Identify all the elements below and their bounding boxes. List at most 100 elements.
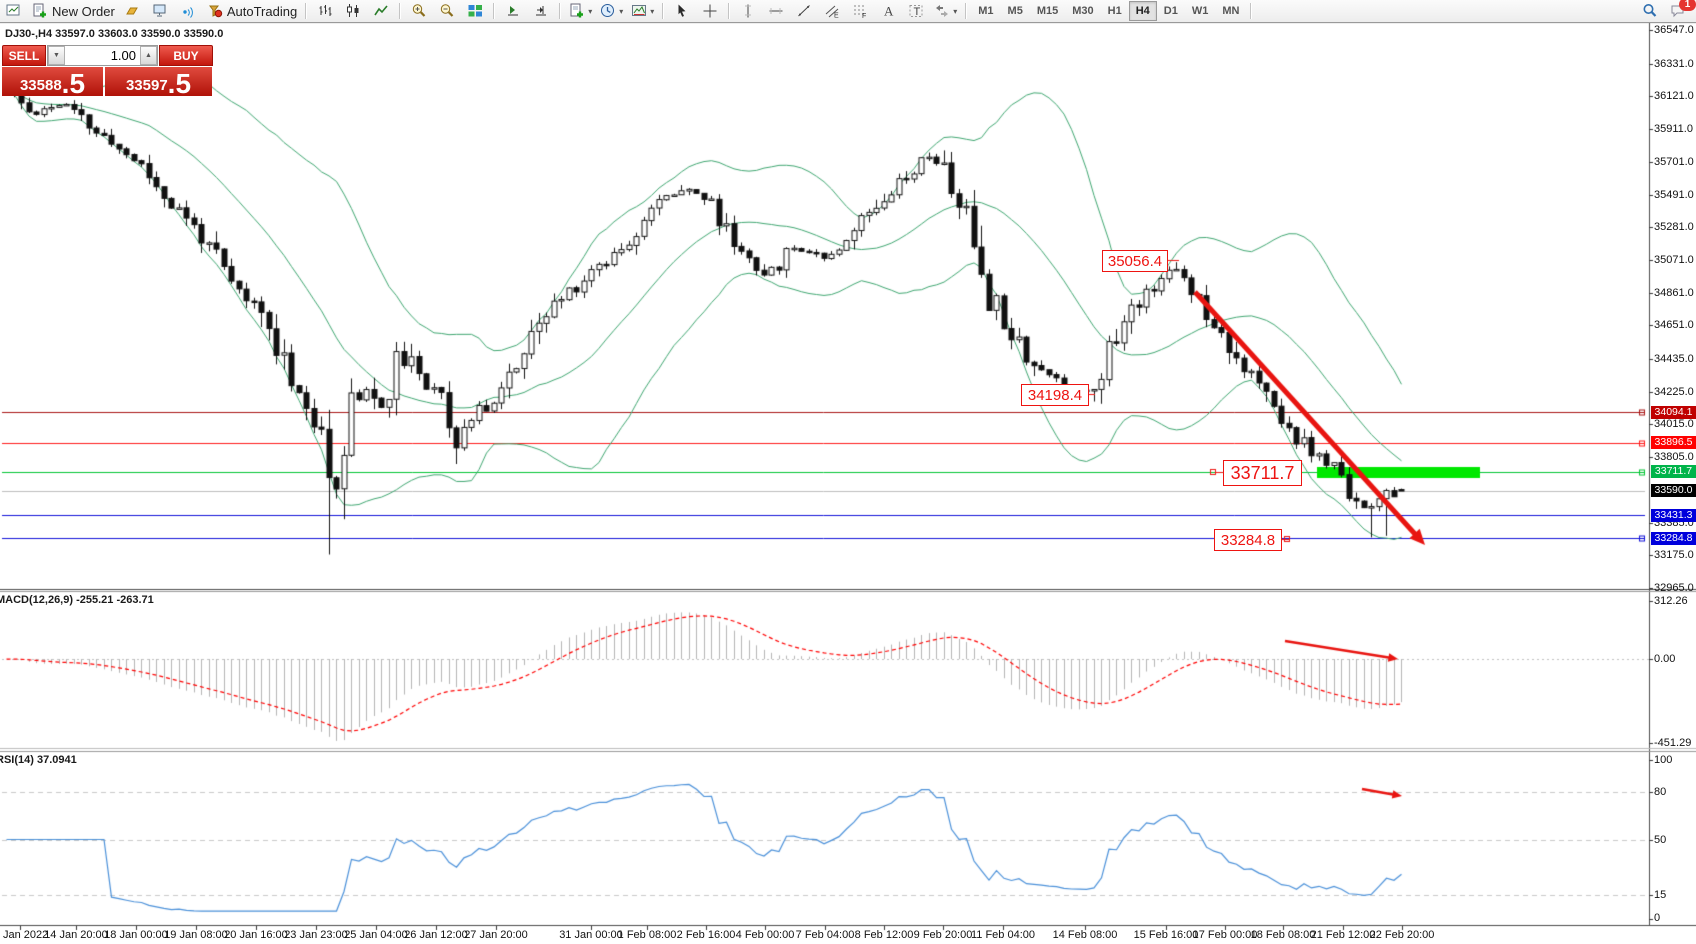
search-icon-button[interactable] <box>1637 1 1663 21</box>
volume-stepper: ▼ ▲ <box>47 45 158 66</box>
toolbar-separator <box>965 3 968 19</box>
time-axis-tick: 7 Feb 04:00 <box>795 929 855 941</box>
toolbar-separator <box>399 3 402 19</box>
time-axis-tick: 18 Feb 08:00 <box>1250 929 1316 941</box>
timeframe-h4-button[interactable]: H4 <box>1128 1 1157 21</box>
price-annotation-34198[interactable]: 34198.4 <box>1021 384 1089 406</box>
price-annotation-33711[interactable]: 33711.7 <box>1223 460 1302 486</box>
ask-price-fraction: .5 <box>167 68 192 97</box>
price-axis-tick: 36121.0 <box>1654 90 1694 103</box>
svg-text:E: E <box>834 13 839 20</box>
svg-text:T: T <box>913 6 920 18</box>
volume-decrease-button[interactable]: ▼ <box>48 46 65 65</box>
chat-icon-button[interactable]: 1 <box>1665 0 1696 21</box>
market-watch-icon-button[interactable] <box>120 1 146 21</box>
price-axis-tick: 35911.0 <box>1654 123 1693 136</box>
signals-icon-button[interactable] <box>176 1 202 21</box>
arrows-icon-button[interactable]: ▾ <box>931 1 960 21</box>
svg-text:F: F <box>862 13 866 19</box>
time-axis-tick: 17 Feb 00:00 <box>1192 929 1258 941</box>
timeframe-m30-button[interactable]: M30 <box>1072 5 1094 17</box>
time-axis-tick: 22 Feb 20:00 <box>1369 929 1435 941</box>
cursor-icon <box>674 3 691 19</box>
price-axis-tag: 33431.3 <box>1651 508 1696 522</box>
time-axis-tick: 31 Jan 00:00 <box>559 929 623 941</box>
timeframe-mn-button[interactable]: MN <box>1222 5 1240 17</box>
price-annotation-35056[interactable]: 35056.4 <box>1102 250 1168 272</box>
time-axis-tick: 14 Feb 08:00 <box>1052 929 1118 941</box>
time-axis-tick: 23 Jan 23:00 <box>284 929 348 941</box>
volume-increase-button[interactable]: ▲ <box>140 46 157 65</box>
main-toolbar: New Order AutoTrading ▾ ▾ ▾ E F A T ▾ M1 M5 M15 M30 H1… <box>0 0 1696 23</box>
toolbar-separator <box>1250 3 1253 19</box>
price-axis-tick: 34651.0 <box>1654 319 1694 332</box>
rsi-axis-tick: 80 <box>1654 785 1667 798</box>
horizontal-line-icon-button[interactable] <box>763 1 789 21</box>
timeframe-w1-button[interactable]: W1 <box>1191 5 1209 17</box>
templates-icon-button[interactable]: ▾ <box>566 1 595 21</box>
price-axis-tick: 33805.0 <box>1654 451 1694 464</box>
fibonacci-icon: F <box>852 3 869 19</box>
price-axis-tick: 35491.0 <box>1654 188 1694 201</box>
indicators-icon-button[interactable]: ▾ <box>628 1 657 21</box>
price-axis-tick: 33175.0 <box>1654 549 1694 562</box>
text-icon-button[interactable]: A <box>875 1 901 21</box>
crosshair-icon-button[interactable] <box>697 1 723 21</box>
bid-price-display[interactable]: 33588 .5 <box>2 67 103 96</box>
text-label-icon-button[interactable]: T <box>903 1 929 21</box>
time-axis-tick: 25 Jan 04:00 <box>344 929 408 941</box>
time-axis-tick: 9 Feb 20:00 <box>913 929 973 941</box>
periods-icon <box>600 3 617 19</box>
autotrading-icon <box>207 3 224 19</box>
zoom-out-icon-button[interactable] <box>434 1 460 21</box>
time-axis-tick: 11 Feb 04:00 <box>970 929 1036 941</box>
autotrading-button[interactable]: AutoTrading <box>204 1 300 21</box>
fibonacci-icon-button[interactable]: F <box>847 1 873 21</box>
trendline-icon-button[interactable] <box>791 1 817 21</box>
trendline-icon <box>796 3 813 19</box>
notification-badge[interactable]: 1 <box>1679 0 1696 11</box>
sell-button[interactable]: SELL <box>2 45 46 66</box>
candlestick-chart-icon-button[interactable] <box>340 1 366 21</box>
cursor-icon-button[interactable] <box>669 1 695 21</box>
market-watch-icon <box>124 3 141 19</box>
new-chart-icon-button[interactable] <box>1 1 27 21</box>
terminal-icon-button[interactable] <box>148 1 174 21</box>
timeframe-m15-button[interactable]: M15 <box>1036 5 1059 17</box>
vertical-line-icon-button[interactable] <box>735 1 761 21</box>
equidistant-channel-icon-button[interactable]: E <box>819 1 845 21</box>
auto-scroll-icon <box>505 3 522 19</box>
line-chart-icon-button[interactable] <box>368 1 394 21</box>
buy-button[interactable]: BUY <box>159 45 213 66</box>
chart-shift-icon-button[interactable] <box>528 1 554 21</box>
periods-icon-button[interactable]: ▾ <box>597 1 626 21</box>
horizontal-line-icon <box>768 3 785 19</box>
price-annotation-33284[interactable]: 33284.8 <box>1214 529 1282 551</box>
one-click-trading-panel: SELL ▼ ▲ BUY 33588 .5 33597 .5 <box>2 45 213 96</box>
bar-chart-icon-button[interactable] <box>312 1 338 21</box>
toolbar-right-icons: 1 <box>1636 0 1696 21</box>
timeframe-d1-button[interactable]: D1 <box>1163 5 1178 17</box>
chart-window: DJ30-,H4 33597.0 33603.0 33590.0 33590.0… <box>0 22 1696 944</box>
equidistant-channel-icon: E <box>824 3 841 19</box>
rsi-axis-tick: 50 <box>1654 833 1667 846</box>
timeframe-h1-button[interactable]: H1 <box>1107 5 1122 17</box>
rsi-axis-tick: 100 <box>1654 754 1673 766</box>
rsi-axis-tick: 15 <box>1654 889 1667 902</box>
timeframe-m1-button[interactable]: M1 <box>978 5 994 17</box>
price-axis-tag: 33711.7 <box>1651 465 1696 479</box>
volume-input[interactable] <box>65 46 140 65</box>
new-order-button[interactable]: New Order <box>29 1 118 21</box>
arrows-icon <box>934 3 951 19</box>
tile-windows-icon-button[interactable] <box>462 1 488 21</box>
price-chart-canvas[interactable] <box>0 22 1696 944</box>
symbol-ohlc-header: DJ30-,H4 33597.0 33603.0 33590.0 33590.0 <box>5 28 224 40</box>
price-axis-tick: 35701.0 <box>1654 155 1694 168</box>
ask-price-display[interactable]: 33597 .5 <box>105 67 212 96</box>
auto-scroll-icon-button[interactable] <box>500 1 526 21</box>
rsi-indicator-label: RSI(14) 37.0941 <box>0 754 77 766</box>
line-chart-icon <box>373 3 390 19</box>
timeframe-m5-button[interactable]: M5 <box>1007 5 1023 17</box>
time-axis-tick: 20 Jan 16:00 <box>224 929 288 941</box>
zoom-in-icon-button[interactable] <box>406 1 432 21</box>
